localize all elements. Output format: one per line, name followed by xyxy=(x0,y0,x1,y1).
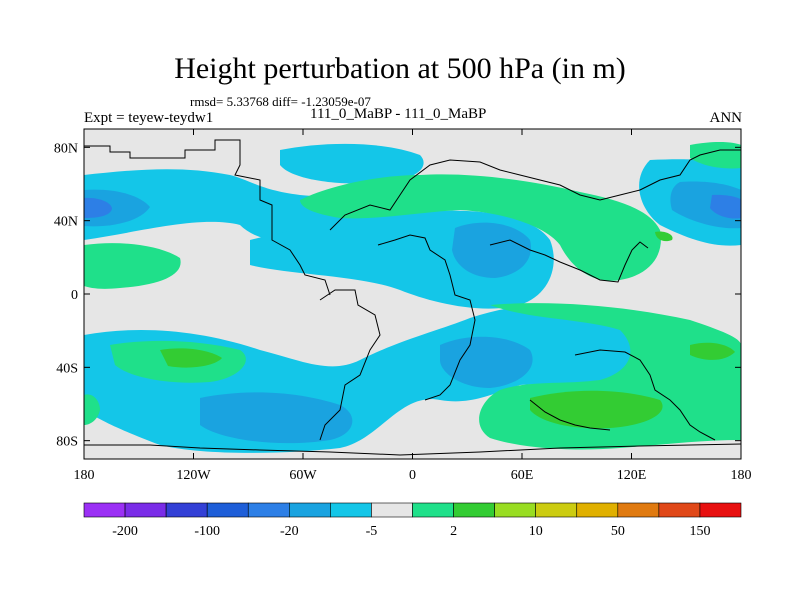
colorbar-label: -20 xyxy=(280,524,299,539)
y-tick-label: 0 xyxy=(71,288,78,303)
continent-outline xyxy=(84,139,331,296)
colorbar-label: -200 xyxy=(112,524,138,539)
x-tick-label: 60E xyxy=(511,468,534,483)
colorbar-swatch xyxy=(412,502,454,518)
colorbar-swatch xyxy=(206,502,249,518)
contour-band xyxy=(84,394,100,425)
colorbar-swatch xyxy=(247,502,290,518)
contour-band xyxy=(84,189,150,227)
continent-outline xyxy=(574,349,716,441)
y-tick-label: 80S xyxy=(56,435,78,450)
contour-band xyxy=(452,222,531,278)
colorbar-label: 2 xyxy=(450,524,457,539)
contour-band xyxy=(690,342,735,360)
continent-outline xyxy=(84,443,741,456)
x-tick-label: 120W xyxy=(176,468,211,483)
colorbar-label: 10 xyxy=(529,524,543,539)
colorbar-swatch xyxy=(371,502,413,518)
contour-band xyxy=(655,231,673,242)
continent-outline xyxy=(319,289,381,441)
continent-outline xyxy=(529,399,611,431)
contour-band xyxy=(690,141,741,169)
contour-band xyxy=(200,392,353,444)
colorbar: -200 -100 -20 -5 2 10 50 150 xyxy=(83,502,742,539)
colorbar-label: -100 xyxy=(194,524,220,539)
x-tick-label: 180 xyxy=(731,468,752,483)
contour-band xyxy=(84,243,181,289)
colorbar-swatch xyxy=(124,502,167,518)
continent-outline xyxy=(329,149,741,231)
colorbar-swatch xyxy=(453,502,495,518)
contour-band xyxy=(84,197,112,218)
colorbar-label: 50 xyxy=(611,524,625,539)
colorbar-swatch xyxy=(617,502,660,518)
x-tick-label: 180 xyxy=(74,468,95,483)
period-label: 111_0_MaBP - 111_0_MaBP xyxy=(310,106,487,122)
y-tick-label: 40S xyxy=(56,361,78,376)
experiment-label: Expt = teyew-teydw1 xyxy=(84,110,214,126)
colorbar-swatch xyxy=(699,502,742,518)
colorbar-swatch xyxy=(494,502,536,518)
colorbar-swatch xyxy=(330,502,372,518)
y-axis: 80N 40N 0 40S 80S xyxy=(54,141,741,450)
contour-band xyxy=(300,174,661,281)
x-axis: 180 120W 60W 0 60E 120E 180 xyxy=(74,129,752,483)
y-tick-label: 80N xyxy=(54,141,78,156)
contour-band xyxy=(440,336,533,388)
x-tick-label: 120E xyxy=(617,468,647,483)
x-tick-label: 0 xyxy=(409,468,416,483)
contour-band xyxy=(160,348,222,368)
chart-title: Height perturbation at 500 hPa (in m) xyxy=(174,52,626,85)
colorbar-swatch xyxy=(576,502,619,518)
colorbar-swatch xyxy=(165,502,208,518)
season-label: ANN xyxy=(709,110,743,126)
colorbar-label: -5 xyxy=(366,524,378,539)
stats-label: rmsd= 5.33768 diff= -1.23059e-07 xyxy=(190,94,371,109)
colorbar-swatch xyxy=(83,502,126,518)
colorbar-swatch xyxy=(535,502,578,518)
colorbar-swatch xyxy=(289,502,331,518)
contour-band xyxy=(710,194,741,219)
colorbar-swatch xyxy=(658,502,701,518)
x-tick-label: 60W xyxy=(289,468,317,483)
continent-outline xyxy=(377,234,476,401)
colorbar-label: 150 xyxy=(689,524,710,539)
contour-band xyxy=(280,143,424,184)
contour-band xyxy=(530,390,663,429)
y-tick-label: 40N xyxy=(54,215,78,230)
continent-outline xyxy=(489,239,649,283)
